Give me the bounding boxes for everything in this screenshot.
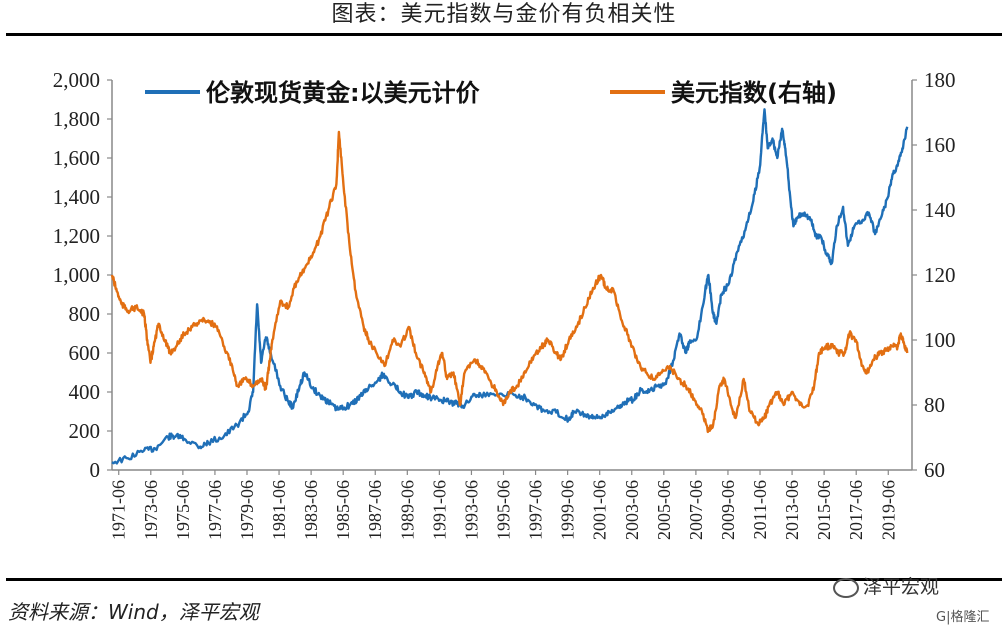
x-tick-label: 2007-06 [686,480,706,540]
y-right-tick-label: 140 [924,198,956,222]
y-right-tick-label: 100 [924,328,956,352]
x-tick-label: 1991-06 [429,480,449,540]
x-tick-label: 1975-06 [173,480,193,540]
y-left-tick-label: 1,600 [53,146,100,170]
x-tick-label: 2015-06 [814,480,834,540]
y-left-tick-label: 1,200 [53,224,100,248]
watermark-brand-text: 泽平宏观 [863,576,940,598]
watermark-sub: G|格隆汇 [936,610,990,625]
x-tick-label: 2003-06 [622,480,642,540]
top-rule [6,33,1002,36]
watermark-brand: 泽平宏观 [833,572,939,599]
x-tick-label: 2019-06 [878,480,898,540]
x-tick-label: 1981-06 [269,480,289,540]
y-left-tick-label: 0 [90,458,101,482]
x-tick-label: 1999-06 [558,480,578,540]
y-right-tick-label: 120 [924,263,956,287]
usd-index-line [110,130,909,434]
y-left-tick-label: 800 [69,302,101,326]
y-left-tick-label: 1,000 [53,263,100,287]
x-tick-label: 1979-06 [237,480,257,540]
x-tick-label: 2011-06 [750,480,770,539]
x-tick-label: 1993-06 [461,480,481,540]
x-tick-label: 2001-06 [590,480,610,540]
gold-price-line [111,108,909,465]
y-left-tick-label: 400 [69,380,101,404]
x-tick-label: 2009-06 [718,480,738,540]
x-tick-label: 1977-06 [205,480,225,540]
wechat-icon [833,577,859,598]
x-tick-label: 1987-06 [365,480,385,540]
y-left-tick-label: 200 [69,419,101,443]
legend-usd-label: 美元指数(右轴) [671,79,837,107]
y-right-tick-label: 80 [924,393,945,417]
y-left-tick-label: 1,400 [53,185,100,209]
bottom-rule [6,578,1002,581]
y-right-tick-label: 180 [924,68,956,92]
x-tick-label: 1989-06 [397,480,417,540]
x-tick-label: 1997-06 [526,480,546,540]
x-tick-label: 1973-06 [141,480,161,540]
x-tick-label: 2017-06 [846,480,866,540]
y-left-tick-label: 2,000 [53,68,100,92]
legend-gold-label: 伦敦现货黄金:以美元计价 [206,79,481,107]
x-tick-label: 2005-06 [654,480,674,540]
y-left-tick-label: 600 [69,341,101,365]
x-tick-label: 1995-06 [494,480,514,540]
x-tick-label: 1983-06 [301,480,321,540]
x-tick-label: 2013-06 [782,480,802,540]
x-tick-label: 1971-06 [109,480,129,540]
y-right-tick-label: 160 [924,133,956,157]
x-tick-label: 1985-06 [333,480,353,540]
y-right-tick-label: 60 [924,458,945,482]
y-left-tick-label: 1,800 [53,107,100,131]
page-title: 图表：美元指数与金价有负相关性 [331,2,677,27]
source-note: 资料来源：Wind，泽平宏观 [8,600,259,624]
